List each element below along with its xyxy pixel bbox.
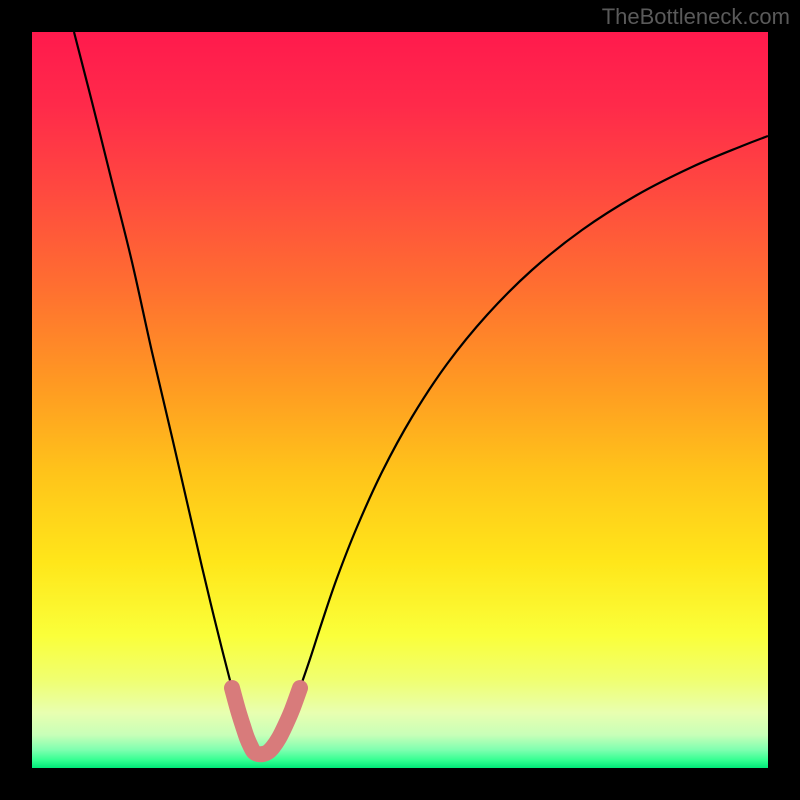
plot-area bbox=[32, 32, 768, 768]
chart-frame: TheBottleneck.com bbox=[0, 0, 800, 800]
bottleneck-curve bbox=[74, 32, 768, 754]
valley-highlight bbox=[232, 688, 300, 754]
curve-layer bbox=[32, 32, 768, 768]
watermark-text: TheBottleneck.com bbox=[602, 4, 790, 30]
